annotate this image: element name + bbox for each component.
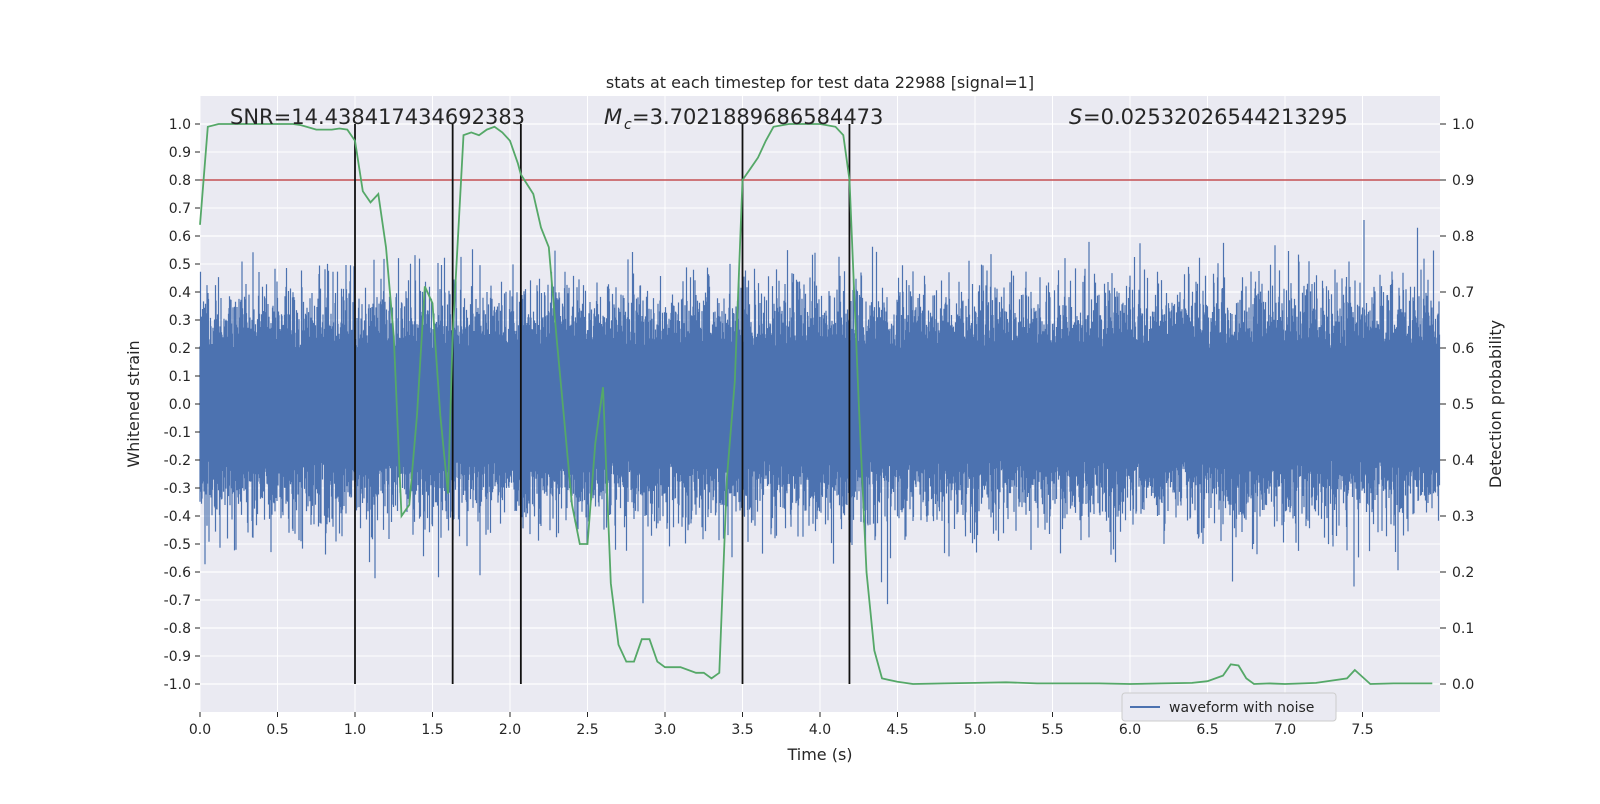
x-tick-label: 2.5 [576,722,598,738]
x-tick-label: 1.0 [344,722,366,738]
probability-line [199,123,1433,685]
strain-waveform [199,220,1441,605]
y-tick-label-right: 0.5 [1452,397,1474,413]
s-annotation: S =0.02532026544213295 [1069,105,1348,129]
y-tick-label-left: 0.4 [169,285,191,301]
mc-value: =3.7021889686584473 [632,105,883,129]
legend: waveform with noise [1121,692,1337,722]
ticks: 0.0 0.5 1.0 1.5 2.0 2.5 3.0 3.5 4.0 4.5 5.0 5.5 6.0 6… [164,117,1475,738]
y-tick-label-right: 0.2 [1452,565,1474,581]
x-tick-label: 6.0 [1119,722,1141,738]
y-tick-label-left: 0.3 [169,313,191,329]
x-tick-label: 4.5 [886,722,908,738]
legend-label: waveform with noise [1169,700,1314,716]
y-tick-label-left: -0.2 [164,453,191,469]
s-value: =0.02532026544213295 [1083,105,1348,129]
x-tick-label: 7.0 [1274,722,1296,738]
y-tick-label-right: 0.7 [1452,285,1474,301]
mc-symbol: M [604,105,622,129]
y-tick-label-left: -0.6 [164,565,191,581]
y-tick-label-left: 0.2 [169,341,191,357]
chart-title: stats at each timestep for test data 229… [606,73,1034,92]
x-tick-label: 3.0 [654,722,676,738]
y-tick-label-left: -0.9 [164,649,191,665]
y-axis-label-left: Whitened strain [124,340,143,467]
y-tick-label-left: -1.0 [164,677,191,693]
x-axis-label: Time (s) [786,745,852,764]
y-tick-label-left: 0.7 [169,201,191,217]
x-tick-label: 5.0 [964,722,986,738]
y-tick-label-left: -0.5 [164,537,191,553]
y-tick-label-left: 0.8 [169,173,191,189]
y-tick-label-left: 0.6 [169,229,191,245]
s-symbol: S [1069,105,1082,129]
x-tick-label: 5.5 [1041,722,1063,738]
x-tick-label: 6.5 [1196,722,1218,738]
x-tick-label: 3.5 [731,722,753,738]
vertical-markers [354,124,851,684]
y-tick-label-left: 0.9 [169,145,191,161]
mc-subscript: c [624,117,632,133]
x-tick-label: 7.5 [1351,722,1373,738]
x-tick-label: 4.0 [809,722,831,738]
y-tick-label-right: 0.9 [1452,173,1474,189]
y-tick-label-left: 0.0 [169,397,191,413]
y-tick-label-left: -0.1 [164,425,191,441]
y-tick-label-left: -0.8 [164,621,191,637]
x-tick-label: 0.5 [266,722,288,738]
x-tick-label: 0.0 [189,722,211,738]
y-tick-label-left: -0.7 [164,593,191,609]
strain-series [199,220,1441,605]
legend-box [1121,692,1337,722]
y-tick-label-right: 0.6 [1452,341,1474,357]
y-tick-label-right: 0.0 [1452,677,1474,693]
y-tick-label-left: 0.1 [169,369,191,385]
y-tick-label-left: 1.0 [169,117,191,133]
x-tick-label: 1.5 [421,722,443,738]
y-tick-label-left: 0.5 [169,257,191,273]
snr-annotation: SNR=14.438417434692383 [230,105,525,129]
x-tick-label: 2.0 [499,722,521,738]
y-tick-label-right: 1.0 [1452,117,1474,133]
y-tick-label-right: 0.8 [1452,229,1474,245]
y-tick-label-right: 0.1 [1452,621,1474,637]
y-tick-label-left: -0.4 [164,509,191,525]
y-axis-label-right: Detection probability [1486,320,1505,488]
y-tick-label-left: -0.3 [164,481,191,497]
mc-annotation: M c =3.7021889686584473 [604,105,883,133]
y-tick-label-right: 0.3 [1452,509,1474,525]
y-tick-label-right: 0.4 [1452,453,1474,469]
